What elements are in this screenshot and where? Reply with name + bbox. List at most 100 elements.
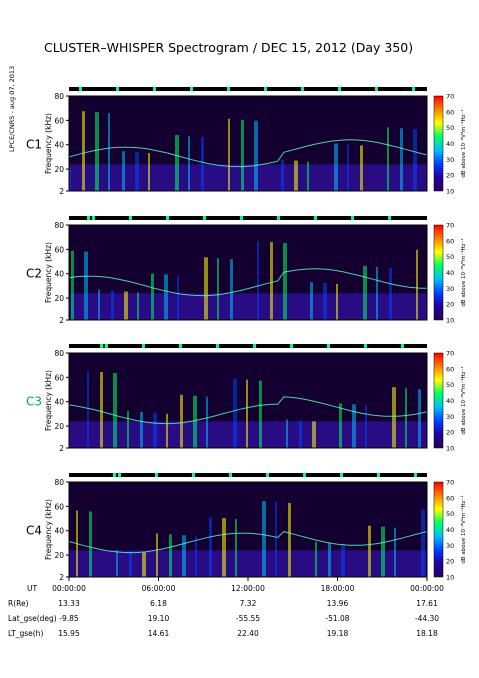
emission-streak [217, 258, 219, 320]
time-axis-label: UT [27, 584, 37, 593]
panel-name: C2 [26, 267, 42, 281]
status-mark [303, 473, 306, 477]
y-tick-label: 60 [54, 116, 64, 125]
colorbar-tick-label: 10 [446, 188, 454, 196]
colorbar-label: dB above 10⁻⁸V²m⁻²Hz⁻¹ [460, 495, 467, 563]
time-tick-label: 00:00:00 [52, 584, 86, 593]
emission-streak [124, 291, 128, 320]
emission-streak [418, 389, 421, 448]
emission-streak [195, 536, 197, 577]
panel-c2: 80 60 40 20 2 Frequency (kHz)C2 70 60 50 40 30 20 10… [26, 216, 467, 325]
emission-streak [254, 120, 258, 191]
emission-streak [122, 151, 125, 191]
emission-streak [84, 251, 88, 320]
status-mark [87, 216, 90, 220]
emission-streak [201, 136, 204, 191]
emission-streak [405, 388, 407, 448]
status-mark [155, 473, 158, 477]
emission-streak [365, 405, 367, 448]
emission-streak [193, 395, 197, 448]
emission-streak [140, 411, 143, 448]
emission-streak [175, 134, 179, 191]
panel-frame [68, 95, 428, 192]
y-tick-label: 80 [54, 478, 64, 487]
status-mark [388, 216, 391, 220]
status-strip [69, 216, 427, 220]
emission-streak [241, 119, 244, 191]
plasma-line-trace [68, 268, 428, 297]
emission-streak [288, 502, 291, 577]
status-strip [69, 473, 427, 477]
status-mark [166, 216, 169, 220]
colorbar-tick-label: 40 [446, 397, 454, 405]
emission-streak [164, 274, 168, 320]
emission-streak [166, 413, 168, 448]
time-tick-label: 00:00:00 [410, 584, 444, 593]
status-mark [190, 87, 193, 91]
colorbar-tick-label: 50 [446, 124, 454, 132]
colorbar-tick-label: 60 [446, 365, 454, 373]
status-mark [142, 344, 145, 348]
y-axis-label: Frequency (kHz) [44, 113, 53, 174]
status-mark [266, 473, 269, 477]
status-mark [301, 87, 304, 91]
emission-streak [299, 420, 302, 448]
colorbar-label: dB above 10⁻⁸V²m⁻²Hz⁻¹ [460, 366, 467, 434]
y-tick-label: 2 [59, 444, 64, 453]
status-mark [338, 87, 341, 91]
ephemeris-value: 13.33 [58, 599, 80, 608]
y-tick-label: 40 [54, 270, 64, 279]
emission-streak [334, 143, 338, 191]
colorbar-tick-label: 40 [446, 269, 454, 277]
plasma-line-trace [68, 531, 428, 554]
ephemeris-value: 7.32 [240, 599, 257, 608]
panel-c4: 80 60 40 20 2 Frequency (kHz)C4 70 60 50 40 30 20 10… [26, 473, 467, 582]
emission-streak [188, 135, 190, 191]
low-frequency-band [69, 164, 427, 191]
status-mark [375, 87, 378, 91]
emission-streak [381, 526, 385, 577]
emission-streak [259, 380, 262, 448]
y-tick-label: 20 [54, 551, 64, 560]
colorbar-tick-label: 50 [446, 253, 454, 261]
emission-streak [230, 259, 233, 320]
emission-streak [151, 273, 154, 320]
status-strip [69, 344, 427, 348]
colorbar-tick-label: 20 [446, 301, 454, 309]
emission-streak [100, 372, 103, 448]
low-frequency-band [69, 293, 427, 320]
ephemeris-row-label: LT_gse(h) [8, 629, 43, 638]
emission-streak [233, 378, 237, 448]
emission-streak [421, 509, 425, 577]
ephemeris-value: -55.55 [236, 614, 260, 623]
emission-streak [336, 283, 338, 320]
emission-streak [262, 501, 266, 577]
colorbar-tick-label: 50 [446, 381, 454, 389]
emission-streak [127, 410, 129, 448]
y-tick-label: 40 [54, 398, 64, 407]
emission-streak [98, 289, 100, 320]
status-mark [412, 87, 415, 91]
emission-streak [180, 394, 183, 448]
colorbar-tick-label: 20 [446, 558, 454, 566]
ephemeris-value: 6.18 [150, 599, 167, 608]
emission-streak [341, 543, 345, 577]
ephemeris-value: 22.40 [237, 629, 259, 638]
emission-streak [413, 129, 417, 191]
emission-streak [389, 267, 392, 320]
colorbar [433, 224, 444, 321]
status-mark [314, 216, 317, 220]
colorbar-tick-label: 10 [446, 445, 454, 453]
status-mark [153, 87, 156, 91]
status-mark [340, 473, 343, 477]
y-tick-label: 60 [54, 245, 64, 254]
time-tick-label: 06:00:00 [142, 584, 176, 593]
emission-streak [339, 403, 342, 448]
emission-streak [228, 118, 230, 191]
colorbar-tick-label: 30 [446, 285, 454, 293]
status-mark [113, 473, 116, 477]
colorbar-tick-label: 60 [446, 237, 454, 245]
emission-streak [312, 421, 316, 448]
emission-streak [177, 275, 179, 320]
